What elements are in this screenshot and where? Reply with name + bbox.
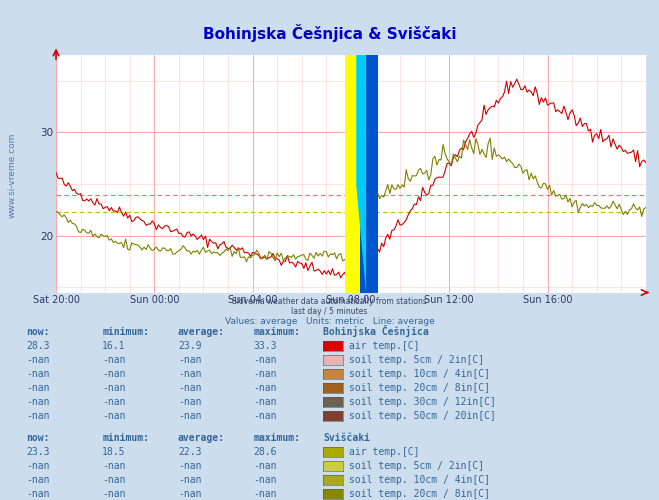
Text: -nan: -nan <box>26 411 50 421</box>
Text: maximum:: maximum: <box>254 433 301 443</box>
Text: Slovenia weather data automatically from stations: Slovenia weather data automatically from… <box>232 297 427 306</box>
Text: -nan: -nan <box>26 369 50 379</box>
Text: -nan: -nan <box>26 475 50 485</box>
Text: -nan: -nan <box>178 475 202 485</box>
Text: -nan: -nan <box>254 397 277 407</box>
Text: -nan: -nan <box>254 411 277 421</box>
Text: -nan: -nan <box>254 369 277 379</box>
Text: 33.3: 33.3 <box>254 341 277 351</box>
Text: -nan: -nan <box>26 397 50 407</box>
Text: -nan: -nan <box>178 383 202 393</box>
Text: 28.3: 28.3 <box>26 341 50 351</box>
Bar <box>360 55 378 292</box>
Text: maximum:: maximum: <box>254 327 301 337</box>
Text: 28.6: 28.6 <box>254 447 277 457</box>
Text: -nan: -nan <box>178 461 202 471</box>
Text: -nan: -nan <box>254 383 277 393</box>
Text: -nan: -nan <box>254 475 277 485</box>
Text: www.si-vreme.com: www.si-vreme.com <box>7 132 16 218</box>
Text: -nan: -nan <box>254 489 277 499</box>
Text: air temp.[C]: air temp.[C] <box>349 447 420 457</box>
Text: -nan: -nan <box>254 461 277 471</box>
Text: 18.5: 18.5 <box>102 447 126 457</box>
Text: minimum:: minimum: <box>102 433 149 443</box>
Text: last day / 5 minutes: last day / 5 minutes <box>291 306 368 316</box>
Text: 23.3: 23.3 <box>26 447 50 457</box>
Text: Bohinjska Češnjica & Sviščaki: Bohinjska Češnjica & Sviščaki <box>203 24 456 42</box>
Text: -nan: -nan <box>102 369 126 379</box>
Text: -nan: -nan <box>178 369 202 379</box>
Text: -nan: -nan <box>102 383 126 393</box>
Text: soil temp. 10cm / 4in[C]: soil temp. 10cm / 4in[C] <box>349 369 490 379</box>
Text: now:: now: <box>26 433 50 443</box>
Text: -nan: -nan <box>26 461 50 471</box>
Text: -nan: -nan <box>102 461 126 471</box>
Text: -nan: -nan <box>102 475 126 485</box>
Text: -nan: -nan <box>102 411 126 421</box>
Text: 22.3: 22.3 <box>178 447 202 457</box>
Text: now:: now: <box>26 327 50 337</box>
Text: -nan: -nan <box>26 355 50 365</box>
Text: soil temp. 50cm / 20in[C]: soil temp. 50cm / 20in[C] <box>349 411 496 421</box>
Text: average:: average: <box>178 327 225 337</box>
Text: soil temp. 10cm / 4in[C]: soil temp. 10cm / 4in[C] <box>349 475 490 485</box>
Text: air temp.[C]: air temp.[C] <box>349 341 420 351</box>
Text: Values: average   Units: metric   Line: average: Values: average Units: metric Line: aver… <box>225 316 434 326</box>
Polygon shape <box>357 55 366 292</box>
Text: Bohinjska Češnjica: Bohinjska Češnjica <box>323 325 428 337</box>
Text: -nan: -nan <box>254 355 277 365</box>
Text: -nan: -nan <box>102 355 126 365</box>
Text: average:: average: <box>178 433 225 443</box>
Text: soil temp. 5cm / 2in[C]: soil temp. 5cm / 2in[C] <box>349 461 484 471</box>
Text: -nan: -nan <box>102 489 126 499</box>
Text: soil temp. 30cm / 12in[C]: soil temp. 30cm / 12in[C] <box>349 397 496 407</box>
Text: soil temp. 5cm / 2in[C]: soil temp. 5cm / 2in[C] <box>349 355 484 365</box>
Text: 23.9: 23.9 <box>178 341 202 351</box>
Text: -nan: -nan <box>178 411 202 421</box>
Text: -nan: -nan <box>26 383 50 393</box>
Text: -nan: -nan <box>26 489 50 499</box>
Text: -nan: -nan <box>178 489 202 499</box>
Text: 16.1: 16.1 <box>102 341 126 351</box>
Bar <box>345 55 363 292</box>
Text: soil temp. 20cm / 8in[C]: soil temp. 20cm / 8in[C] <box>349 383 490 393</box>
Text: soil temp. 20cm / 8in[C]: soil temp. 20cm / 8in[C] <box>349 489 490 499</box>
Text: Sviščaki: Sviščaki <box>323 433 370 443</box>
Text: -nan: -nan <box>178 355 202 365</box>
Text: -nan: -nan <box>178 397 202 407</box>
Text: minimum:: minimum: <box>102 327 149 337</box>
Text: -nan: -nan <box>102 397 126 407</box>
